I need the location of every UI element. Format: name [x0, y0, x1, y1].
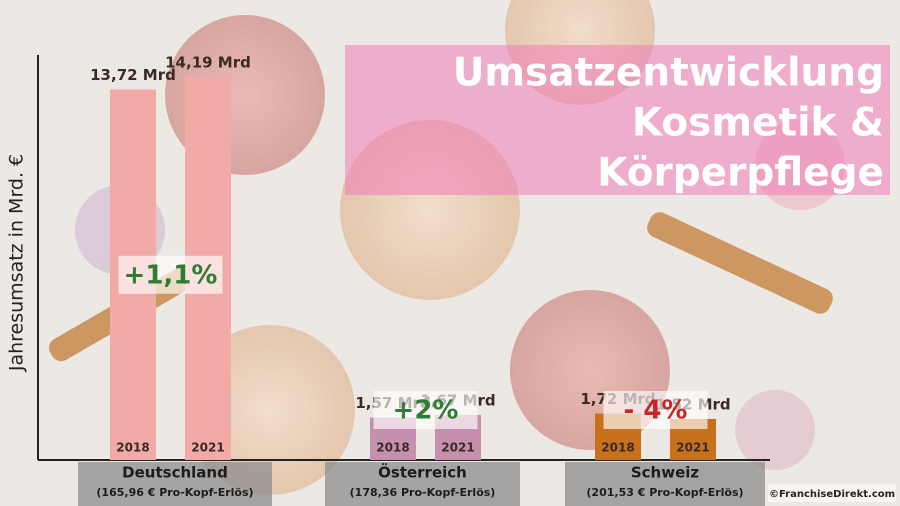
group-label-box [325, 462, 520, 506]
bar-value-label: 14,19 Mrd [165, 53, 251, 71]
bar-category-label: 2018 [376, 441, 409, 455]
group-name: Österreich [378, 463, 467, 482]
group-subtitle: (201,53 € Pro-Kopf-Erlös) [586, 486, 743, 499]
group-subtitle: (178,36 Pro-Kopf-Erlös) [350, 486, 496, 499]
bar-category-label: 2021 [676, 441, 709, 455]
group-name: Schweiz [631, 464, 700, 482]
chart-title: Umsatzentwicklung [453, 51, 884, 96]
group-label-box [78, 462, 272, 506]
group-label-box [565, 462, 765, 506]
credit-box [768, 484, 896, 502]
change-label-box [603, 391, 708, 429]
title-box [345, 45, 890, 195]
y-axis-label: Jahresumsatz in Mrd. € [6, 154, 28, 372]
change-label-box [373, 391, 478, 429]
group-name: Deutschland [122, 464, 228, 482]
bar-category-label: 2021 [191, 441, 224, 455]
change-label: - 4% [624, 396, 688, 426]
bar-category-label: 2018 [116, 441, 149, 455]
group-subtitle: (165,96 € Pro-Kopf-Erlös) [96, 486, 253, 499]
change-label: +2% [393, 396, 459, 426]
change-label: +1,1% [124, 260, 218, 290]
change-label-box [118, 255, 223, 294]
bar-value-label: 13,72 Mrd [90, 66, 176, 84]
chart-title: Körperpflege [597, 151, 884, 196]
bar-category-label: 2021 [441, 441, 474, 455]
credit: ©FranchiseDirekt.com [769, 489, 895, 500]
bar-category-label: 2018 [601, 441, 634, 455]
chart-title: Kosmetik & [632, 101, 884, 146]
